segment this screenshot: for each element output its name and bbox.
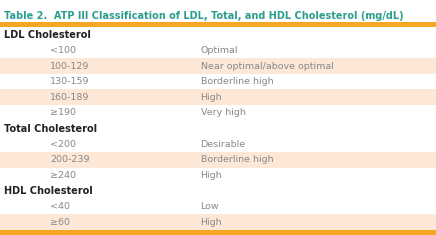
Text: <40: <40	[50, 202, 70, 211]
Text: 200-239: 200-239	[50, 155, 90, 164]
Bar	[0, 43, 436, 58]
Bar	[0, 214, 436, 230]
Text: Optimal: Optimal	[201, 46, 238, 55]
Text: 100-129: 100-129	[50, 62, 89, 70]
Bar	[0, 183, 436, 199]
Text: Near optimal/above optimal: Near optimal/above optimal	[201, 62, 334, 70]
Bar	[0, 230, 436, 235]
Text: Table 2.  ATP III Classification of LDL, Total, and HDL Cholesterol (mg/dL): Table 2. ATP III Classification of LDL, …	[4, 11, 404, 21]
Text: Borderline high: Borderline high	[201, 77, 273, 86]
Bar	[0, 168, 436, 183]
Text: Total Cholesterol: Total Cholesterol	[4, 124, 98, 133]
Text: Desirable: Desirable	[201, 140, 245, 149]
Text: High: High	[201, 218, 222, 227]
Bar	[0, 121, 436, 136]
Text: LDL Cholesterol: LDL Cholesterol	[4, 30, 91, 40]
Text: <200: <200	[50, 140, 76, 149]
Text: Borderline high: Borderline high	[201, 155, 273, 164]
Text: ≥190: ≥190	[50, 108, 76, 118]
Bar	[0, 136, 436, 152]
Text: Low: Low	[201, 202, 219, 211]
Text: High: High	[201, 93, 222, 102]
Bar	[0, 90, 436, 105]
Bar	[0, 199, 436, 214]
Text: 130-159: 130-159	[50, 77, 90, 86]
Text: HDL Cholesterol: HDL Cholesterol	[4, 186, 93, 196]
Text: Very high: Very high	[201, 108, 245, 118]
Bar	[0, 5, 436, 27]
Text: 160-189: 160-189	[50, 93, 89, 102]
Bar	[0, 74, 436, 90]
Bar	[0, 22, 436, 27]
Bar	[0, 58, 436, 74]
Bar	[0, 27, 436, 43]
Text: High: High	[201, 171, 222, 180]
Bar	[0, 105, 436, 121]
Text: ≥240: ≥240	[50, 171, 76, 180]
Text: ≥60: ≥60	[50, 218, 70, 227]
Bar	[0, 152, 436, 168]
Text: <100: <100	[50, 46, 76, 55]
Bar	[0, 27, 436, 230]
